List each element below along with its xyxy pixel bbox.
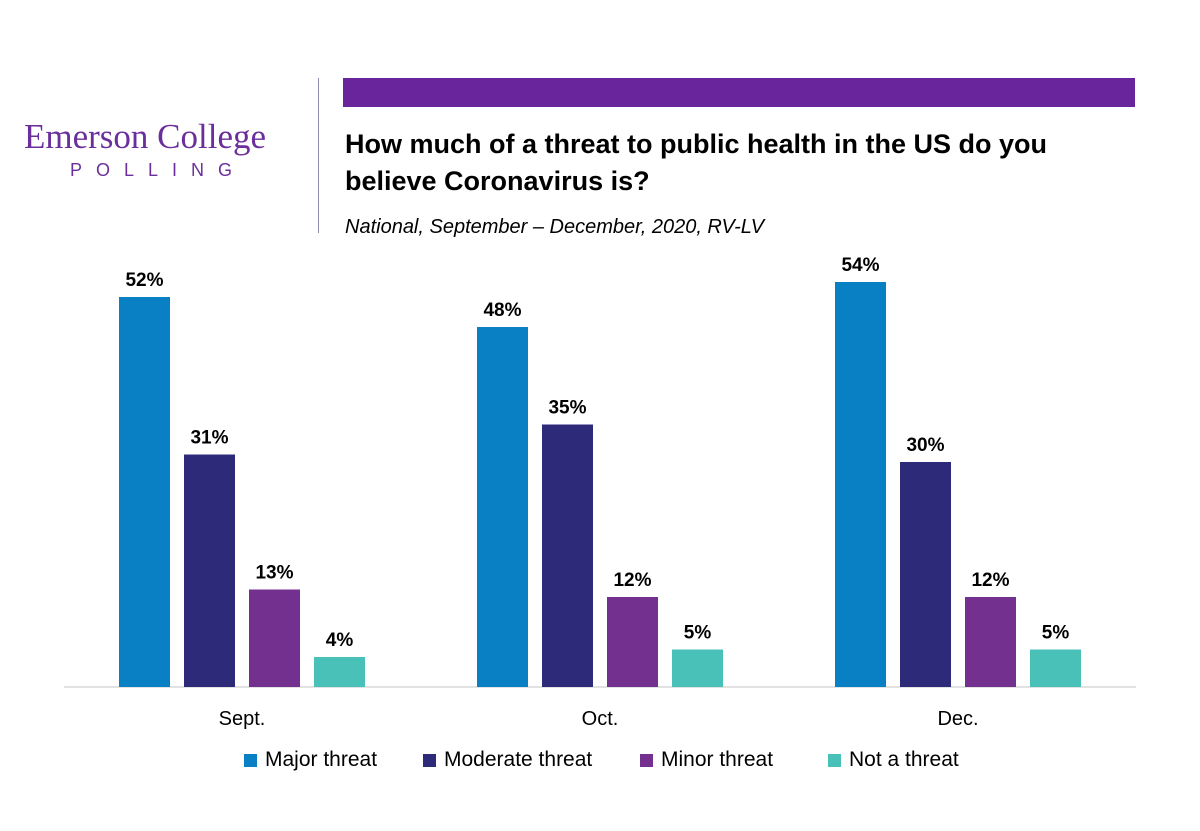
chart-subtitle: National, September – December, 2020, RV… — [345, 216, 765, 238]
logo-emerson-college: Emerson College — [24, 117, 267, 156]
bar-major-threat-dec — [835, 282, 886, 687]
legend-label: Not a threat — [849, 748, 959, 771]
bar-major-threat-sept — [119, 297, 170, 687]
chart-legend: Major threat Moderate threat Minor threat N… — [0, 748, 1200, 776]
data-label: 52% — [125, 270, 163, 291]
accent-bar — [343, 78, 1135, 107]
legend-label: Major threat — [265, 748, 378, 771]
data-label: 31% — [190, 428, 228, 449]
bar-moderate-threat-sept — [184, 454, 235, 687]
bar-not-a-threat-dec — [1030, 649, 1081, 687]
data-label: 54% — [841, 255, 879, 276]
bar-major-threat-oct — [477, 327, 528, 687]
data-label: 13% — [255, 563, 293, 584]
data-label: 5% — [1042, 623, 1070, 644]
legend-item-moderate-threat: Moderate threat — [423, 748, 592, 772]
legend-item-not-a-threat: Not a threat — [828, 748, 959, 772]
bar-moderate-threat-oct — [542, 424, 593, 687]
chart-title: How much of a threat to public health in… — [345, 129, 1048, 196]
legend-swatch — [244, 753, 257, 767]
category-label: Dec. — [937, 708, 978, 730]
bar-not-a-threat-sept — [314, 657, 365, 687]
data-label: 12% — [971, 570, 1009, 591]
data-label: 48% — [483, 300, 521, 321]
legend-label: Minor threat — [661, 748, 774, 771]
bar-minor-threat-sept — [249, 589, 300, 687]
legend-swatch — [640, 753, 653, 767]
legend-label: Moderate threat — [444, 748, 593, 771]
logo-polling: POLLING — [70, 160, 247, 180]
legend-swatch — [828, 753, 841, 767]
legend-item-minor-threat: Minor threat — [640, 748, 773, 772]
legend-item-major-threat: Major threat — [244, 748, 377, 772]
data-label: 35% — [548, 398, 586, 419]
category-label: Sept. — [219, 708, 266, 730]
bar-minor-threat-oct — [607, 597, 658, 687]
legend-swatch — [423, 753, 436, 767]
data-label: 30% — [906, 435, 944, 456]
data-label: 12% — [613, 570, 651, 591]
bar-minor-threat-dec — [965, 597, 1016, 687]
category-label: Oct. — [582, 708, 619, 730]
bar-not-a-threat-oct — [672, 649, 723, 687]
bar-moderate-threat-dec — [900, 462, 951, 687]
data-label: 5% — [684, 623, 712, 644]
header-divider — [318, 78, 319, 233]
data-label: 4% — [326, 630, 354, 651]
